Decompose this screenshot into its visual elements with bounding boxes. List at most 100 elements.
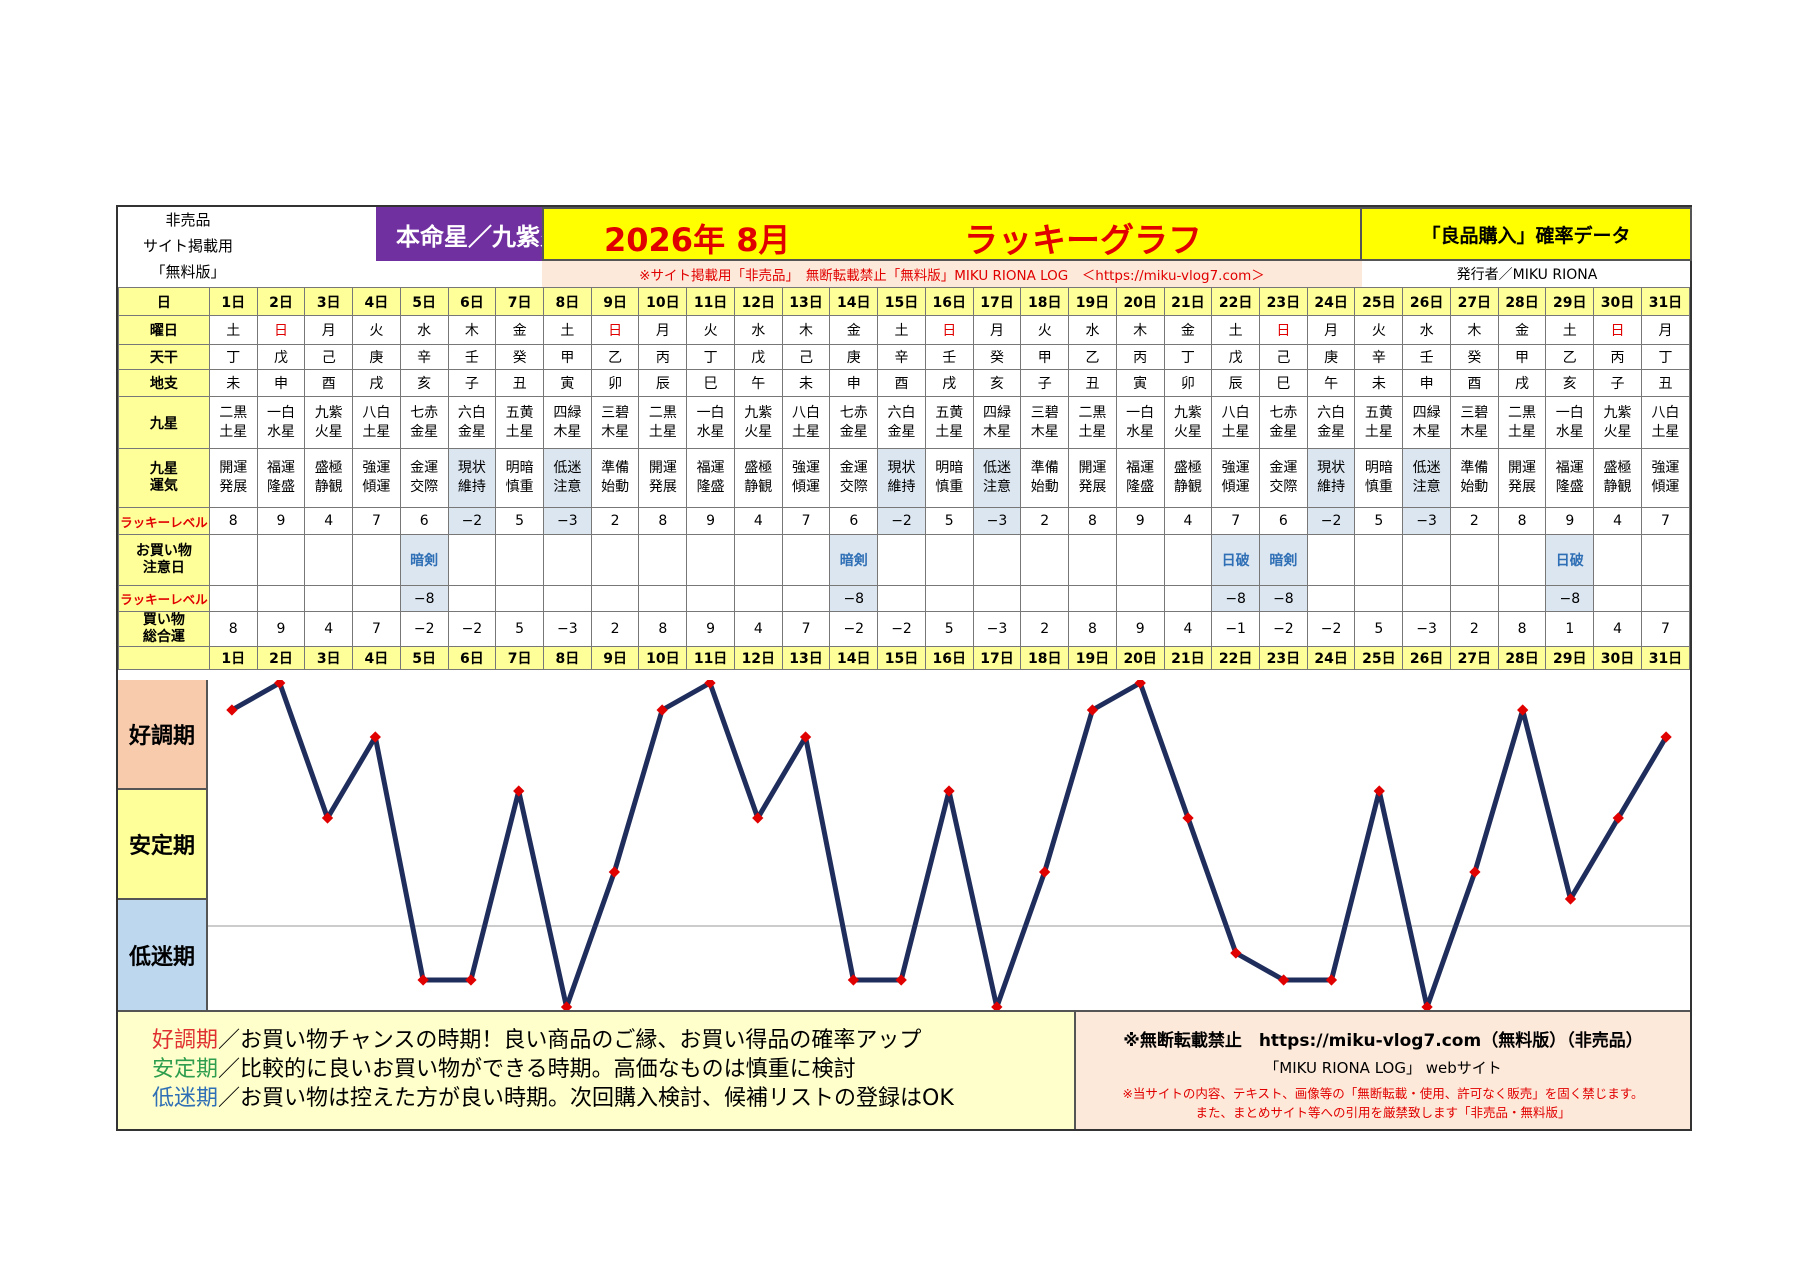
cell-d2: 13日 bbox=[781, 646, 831, 670]
cell-tk: 甲 bbox=[543, 344, 592, 370]
row-label: 地支 bbox=[118, 369, 210, 397]
cell-ks: 三碧 木星 bbox=[590, 396, 640, 449]
cell-text: 交際 bbox=[1269, 479, 1298, 495]
cell-wd: 日 bbox=[1593, 315, 1642, 345]
cell-day: 20日 bbox=[1115, 287, 1165, 316]
data-point bbox=[1182, 812, 1194, 824]
cell-ks: 五黄 土星 bbox=[495, 396, 544, 449]
legend-box: 好調期／お買い物チャンスの時期！良い商品のご縁、お買い得品の確率アップ 安定期／比… bbox=[118, 1010, 1074, 1129]
cell-tk: 甲 bbox=[1497, 344, 1547, 370]
cell-day: 28日 bbox=[1497, 287, 1547, 316]
cell-ct bbox=[924, 534, 974, 586]
cell-wd: 水 bbox=[399, 315, 449, 345]
cell-tk: 甲 bbox=[1020, 344, 1070, 370]
cell-text: 静観 bbox=[1173, 479, 1202, 495]
cell-uk: 現状 維持 bbox=[447, 448, 497, 508]
cell-day: 27日 bbox=[1449, 287, 1499, 316]
cell-text: 隆盛 bbox=[696, 479, 725, 495]
cell-tt: 9 bbox=[256, 611, 306, 647]
cell-cs: 申 bbox=[256, 369, 306, 397]
cell-text: 低迷 bbox=[982, 460, 1011, 476]
cell-uk: 福運 隆盛 bbox=[1115, 448, 1165, 508]
cell-uk: 金運 交際 bbox=[399, 448, 449, 508]
cell-uk: 開運 発展 bbox=[1497, 448, 1547, 508]
cell-ll: 6 bbox=[829, 507, 879, 535]
cell-tk: 辛 bbox=[877, 344, 926, 370]
cell-uk: 盛極 静観 bbox=[1593, 448, 1642, 508]
data-point bbox=[1038, 866, 1051, 878]
cell-text: 準備 bbox=[1460, 460, 1489, 476]
cell-text: 土星 bbox=[1364, 423, 1393, 440]
nonsale-line: サイト掲載用 bbox=[142, 237, 233, 255]
row-label-text: 天干 bbox=[149, 350, 178, 366]
cell-text: 慎重 bbox=[505, 479, 534, 495]
cell-ct bbox=[256, 534, 306, 586]
cell-text: 傾運 bbox=[792, 479, 821, 495]
cell-wd: 土 bbox=[1545, 315, 1595, 345]
cell-d2: 12日 bbox=[733, 646, 783, 670]
cell-ct bbox=[1593, 534, 1642, 586]
cell-ct bbox=[1402, 534, 1451, 586]
row-label: 買い物 総合運 bbox=[118, 611, 210, 647]
cell-l2: −8 bbox=[399, 585, 449, 612]
cell-text: 維持 bbox=[457, 479, 486, 495]
cell-text: 傾運 bbox=[1221, 479, 1250, 495]
cell-text: 九紫 bbox=[1603, 404, 1632, 421]
nonsale-label: 非売品 サイト掲載用 「無料版」 bbox=[118, 207, 258, 287]
cell-day: 4日 bbox=[352, 287, 401, 316]
cell-wd: 金 bbox=[1497, 315, 1547, 345]
cell-l2 bbox=[1115, 585, 1165, 612]
cell-l2 bbox=[352, 585, 401, 612]
cell-ll: 2 bbox=[1020, 507, 1070, 535]
cell-d2: 22日 bbox=[1211, 646, 1261, 670]
row-ks: 九星 二黒 土星 一白 水星 九紫 火星 八白 土星 七赤 金星 六白 金星 五黄 土星 四緑 木星 三碧 木星 二黒… bbox=[118, 396, 1691, 449]
cell-text: 八白 bbox=[1221, 404, 1250, 421]
cell-text: 三碧 bbox=[1460, 404, 1489, 421]
cell-d2: 11日 bbox=[686, 646, 735, 670]
cell-ct bbox=[1497, 534, 1547, 586]
cell-day: 22日 bbox=[1211, 287, 1261, 316]
cell-tk: 庚 bbox=[352, 344, 401, 370]
row-ll: ラッキーレベル 8 9 4 7 6 −2 5 −3 2 8 9 4 7 6 −2 5 −3 2 8 9 4 7 6 −2 5 −3 2… bbox=[118, 507, 1691, 535]
cell-cs: 酉 bbox=[1449, 369, 1499, 397]
cell-uk: 強運 傾運 bbox=[1211, 448, 1261, 508]
cell-ct bbox=[733, 534, 783, 586]
cell-text: 傾運 bbox=[362, 479, 391, 495]
cell-wd: 木 bbox=[1449, 315, 1499, 345]
cell-text: 金星 bbox=[457, 423, 486, 440]
cell-ks: 七赤 金星 bbox=[829, 396, 879, 449]
cell-ct bbox=[352, 534, 401, 586]
cell-text: 静観 bbox=[744, 479, 773, 495]
legend-item: 好調期／お買い物チャンスの時期！良い商品のご縁、お買い得品の確率アップ bbox=[152, 1026, 1074, 1055]
cell-tk: 癸 bbox=[972, 344, 1022, 370]
cell-ll: −3 bbox=[543, 507, 592, 535]
row-label-text: 総合運 bbox=[142, 629, 185, 645]
cell-ct bbox=[1020, 534, 1070, 586]
year-month-title: 2026年 8月 bbox=[604, 221, 791, 259]
cell-ks: 七赤 金星 bbox=[399, 396, 449, 449]
row-label-text: 買い物 bbox=[142, 612, 185, 629]
cell-ll: 4 bbox=[304, 507, 354, 535]
cell-uk: 福運 隆盛 bbox=[256, 448, 306, 508]
legend-item: 安定期／比較的に良いお買い物ができる時期。高価なものは慎重に検討 bbox=[152, 1055, 1074, 1084]
cell-ll: 4 bbox=[1163, 507, 1213, 535]
cell-cs: 辰 bbox=[1211, 369, 1261, 397]
cell-tk: 乙 bbox=[1545, 344, 1595, 370]
cell-ks: 三碧 木星 bbox=[1020, 396, 1070, 449]
cell-wd: 木 bbox=[1115, 315, 1165, 345]
cell-text: 火星 bbox=[1603, 423, 1632, 440]
data-point bbox=[1564, 893, 1577, 905]
cell-l2 bbox=[1163, 585, 1213, 612]
cell-wd: 金 bbox=[1163, 315, 1213, 345]
cell-tk: 癸 bbox=[495, 344, 544, 370]
cell-d2: 26日 bbox=[1402, 646, 1451, 670]
cell-l2 bbox=[304, 585, 354, 612]
data-point bbox=[1421, 1001, 1433, 1010]
data-point bbox=[1277, 974, 1290, 986]
cell-text: 土星 bbox=[792, 423, 821, 440]
cell-ct bbox=[543, 534, 592, 586]
cell-text: 木星 bbox=[1412, 423, 1441, 440]
cell-cs: 酉 bbox=[304, 369, 354, 397]
data-point bbox=[895, 974, 907, 986]
cell-day: 31日 bbox=[1640, 287, 1691, 316]
